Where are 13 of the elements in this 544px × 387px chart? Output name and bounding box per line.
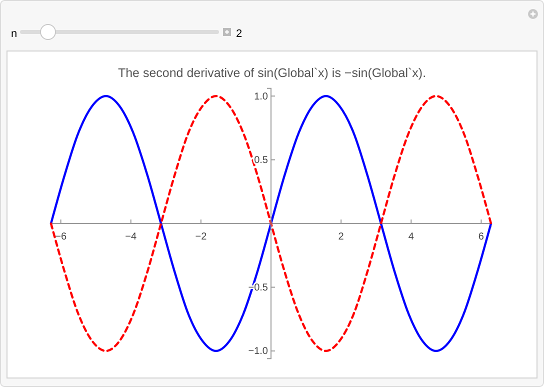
x-tick-label: 4 [408,232,414,242]
chart-title: The second derivative of sin(Global`x) is −sin(Global`x). [118,66,426,80]
y-tick-label: −1.0 [248,346,268,358]
line-series [50,94,492,352]
y-tick-label: 1.0 [254,91,268,102]
text: n [11,28,18,40]
x-tick-label: −4 [125,232,138,242]
x-tick-label: −6 [55,232,67,242]
x-tick-label: 2 [338,232,344,242]
x-tick-label: 6 [478,232,484,242]
x-tick-label: −2 [195,232,208,242]
y-tick-label: 0.5 [254,154,268,166]
text: 2 [236,28,242,40]
